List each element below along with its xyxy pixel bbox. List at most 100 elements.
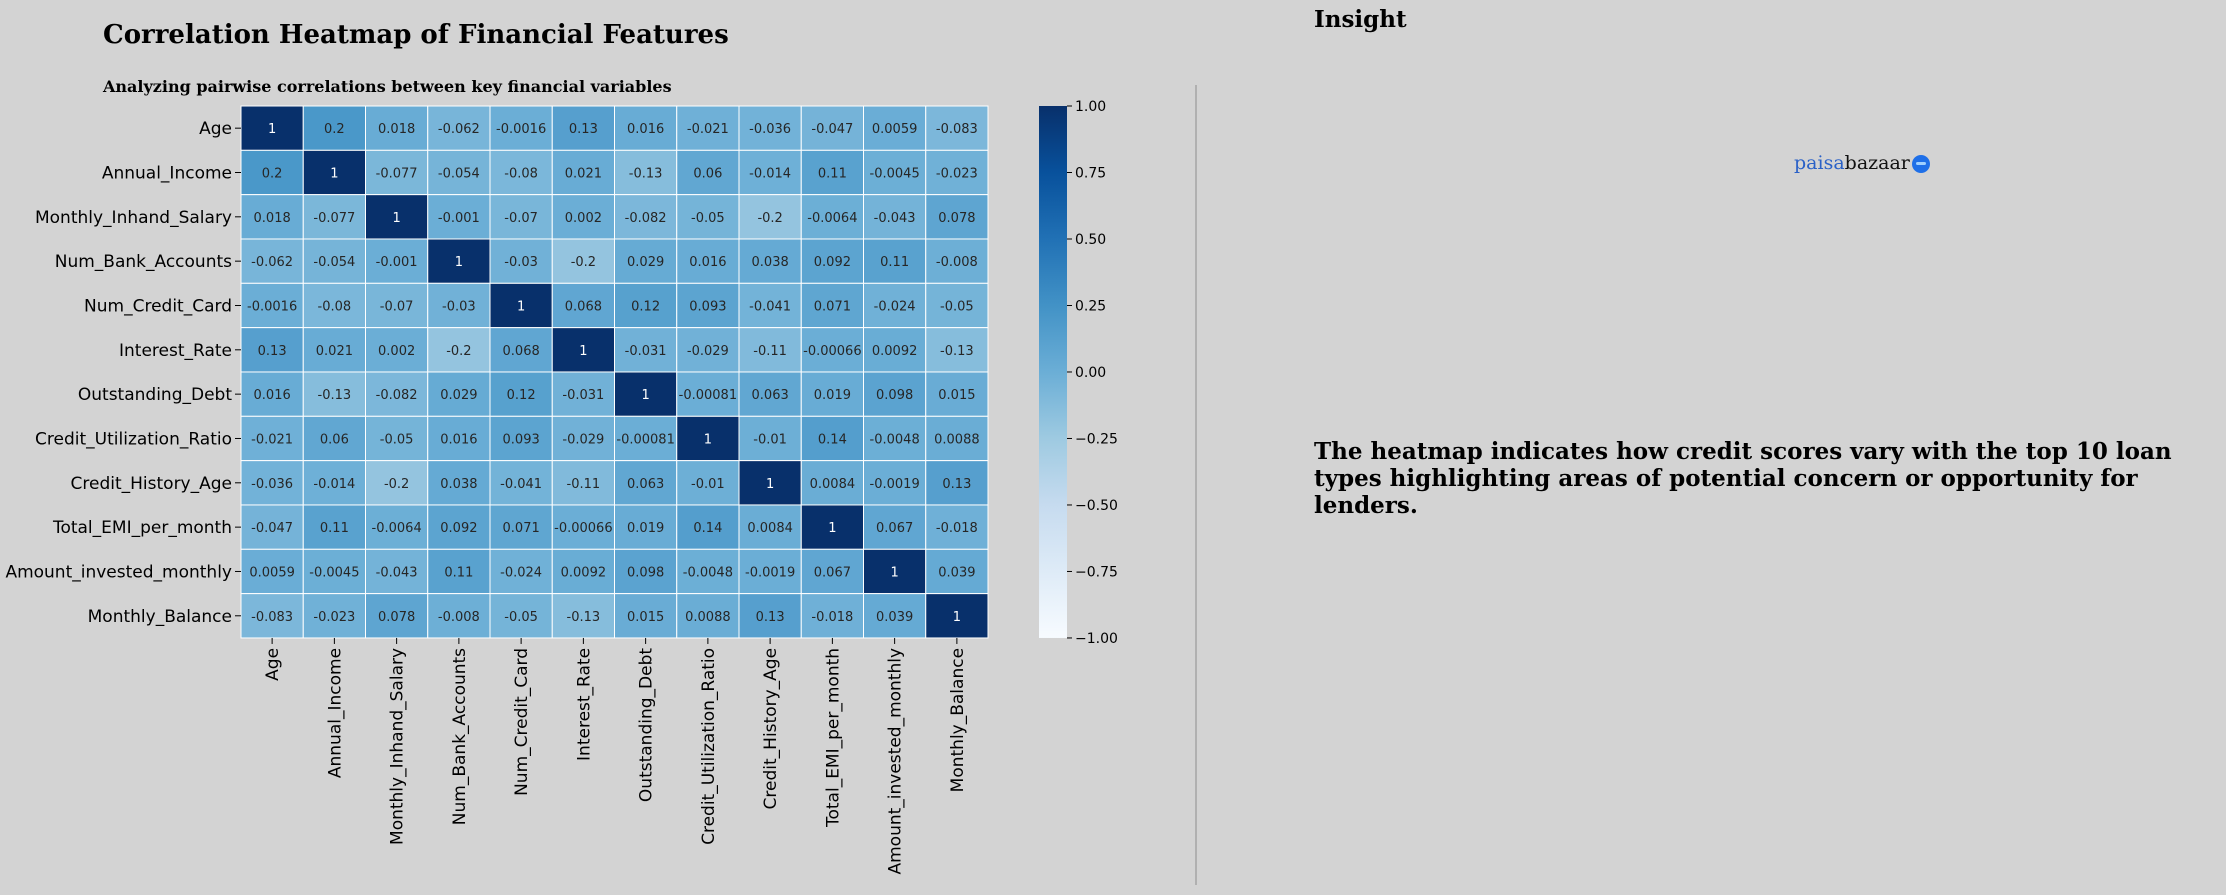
cell-label-8-6: 0.063 bbox=[627, 477, 664, 492]
heatmap-cell-7-7 bbox=[676, 415, 740, 462]
cell-label-6-4: 0.12 bbox=[507, 388, 536, 403]
cell-label-10-6: 0.098 bbox=[627, 565, 664, 580]
cell-label-10-3: 0.11 bbox=[444, 565, 473, 580]
heatmap-cell-4-3 bbox=[427, 282, 491, 329]
heatmap-cell-0-8 bbox=[738, 105, 802, 151]
cell-label-1-7: 0.06 bbox=[693, 166, 722, 181]
cell-label-10-10: 1 bbox=[890, 565, 898, 580]
heatmap-cell-11-0 bbox=[240, 593, 304, 639]
x-tick-label-5: Interest_Rate bbox=[574, 648, 594, 761]
cell-label-1-8: -0.014 bbox=[749, 166, 791, 181]
heatmap-cell-1-7 bbox=[676, 149, 740, 196]
heatmap-cell-1-10 bbox=[863, 149, 927, 196]
cell-label-5-9: -0.00066 bbox=[803, 344, 861, 359]
heatmap-cell-2-9 bbox=[800, 194, 864, 240]
cell-label-1-9: 0.11 bbox=[818, 166, 847, 181]
cell-label-1-2: -0.077 bbox=[376, 166, 418, 181]
cell-label-4-7: 0.093 bbox=[689, 299, 726, 314]
cell-label-11-11: 1 bbox=[953, 610, 961, 625]
cell-label-2-3: -0.001 bbox=[438, 211, 480, 226]
cell-label-3-2: -0.001 bbox=[376, 255, 418, 270]
heatmap-cell-10-6 bbox=[614, 548, 678, 595]
heatmap-cell-9-0 bbox=[240, 504, 304, 550]
x-tick-label-3: Num_Bank_Accounts bbox=[450, 648, 470, 825]
cell-label-0-8: -0.036 bbox=[749, 122, 791, 137]
cell-label-5-7: -0.029 bbox=[687, 344, 729, 359]
cell-label-3-6: 0.029 bbox=[627, 255, 664, 270]
heatmap-cell-1-1 bbox=[302, 149, 366, 196]
cell-label-3-8: 0.038 bbox=[752, 255, 789, 270]
cell-label-0-1: 0.2 bbox=[324, 122, 345, 137]
colorbar-tick-label-4: 0.00 bbox=[1075, 365, 1106, 381]
y-tick-label-11: Monthly_Balance bbox=[88, 607, 232, 627]
cell-label-7-0: -0.021 bbox=[251, 432, 293, 447]
cell-label-11-4: -0.05 bbox=[504, 610, 538, 625]
cell-label-6-2: -0.082 bbox=[376, 388, 418, 403]
cell-label-6-8: 0.063 bbox=[752, 388, 789, 403]
x-tick-label-7: Credit_Utilization_Ratio bbox=[699, 648, 719, 845]
heatmap-cell-3-11 bbox=[925, 238, 989, 284]
heatmap-cell-8-8 bbox=[738, 460, 802, 506]
heatmap-cell-8-5 bbox=[551, 460, 615, 506]
heatmap-cell-11-4 bbox=[489, 593, 553, 639]
heatmap-cell-8-4 bbox=[489, 460, 553, 506]
cell-label-8-10: -0.0019 bbox=[870, 477, 920, 492]
heatmap-cell-1-9 bbox=[800, 149, 864, 196]
heatmap-cell-4-10 bbox=[863, 282, 927, 329]
cell-label-3-5: -0.2 bbox=[571, 255, 596, 270]
cell-label-8-4: -0.041 bbox=[500, 477, 542, 492]
cell-label-5-10: 0.0092 bbox=[872, 344, 918, 359]
heatmap-cell-0-7 bbox=[676, 105, 740, 151]
heatmap-cell-6-6 bbox=[614, 371, 678, 417]
logo-badge-icon bbox=[1911, 155, 1930, 173]
heatmap-cell-7-10 bbox=[863, 415, 927, 462]
heatmap-cell-2-6 bbox=[614, 194, 678, 240]
heatmap-cell-0-0 bbox=[240, 105, 304, 151]
cell-label-9-8: 0.0084 bbox=[747, 521, 793, 536]
heatmap-cell-9-4 bbox=[489, 504, 553, 550]
cell-label-11-5: -0.13 bbox=[567, 610, 601, 625]
cell-label-7-8: -0.01 bbox=[753, 432, 787, 447]
cell-label-3-3: 1 bbox=[455, 255, 463, 270]
cell-label-9-6: 0.019 bbox=[627, 521, 664, 536]
cell-label-6-7: -0.00081 bbox=[679, 388, 737, 403]
insight-title: Insight bbox=[1314, 6, 1407, 33]
cell-label-7-1: 0.06 bbox=[320, 432, 349, 447]
cell-label-9-7: 0.14 bbox=[693, 521, 722, 536]
heatmap-cell-2-7 bbox=[676, 194, 740, 240]
cell-label-9-2: -0.0064 bbox=[372, 521, 422, 536]
cell-label-0-9: -0.047 bbox=[811, 122, 853, 137]
cell-label-7-10: -0.0048 bbox=[870, 432, 920, 447]
heatmap-cell-2-8 bbox=[738, 194, 802, 240]
cell-label-3-11: -0.008 bbox=[936, 255, 978, 270]
y-tick-label-3: Num_Bank_Accounts bbox=[55, 252, 232, 272]
cell-label-1-11: -0.023 bbox=[936, 166, 978, 181]
cell-label-2-8: -0.2 bbox=[757, 211, 782, 226]
heatmap-cell-10-8 bbox=[738, 548, 802, 595]
cell-label-10-5: 0.0092 bbox=[561, 565, 607, 580]
cell-label-6-1: -0.13 bbox=[318, 388, 352, 403]
cell-label-9-11: -0.018 bbox=[936, 521, 978, 536]
colorbar-tick-label-8: −1.00 bbox=[1075, 631, 1118, 647]
heatmap-cell-5-4 bbox=[489, 327, 553, 373]
cell-label-8-0: -0.036 bbox=[251, 477, 293, 492]
cell-label-11-1: -0.023 bbox=[313, 610, 355, 625]
heatmap-cell-3-10 bbox=[863, 238, 927, 284]
heatmap-cell-7-11 bbox=[925, 415, 989, 462]
heatmap-cell-5-6 bbox=[614, 327, 678, 373]
heatmap-cell-6-1 bbox=[302, 371, 366, 417]
heatmap-cell-0-11 bbox=[925, 105, 989, 151]
colorbar-tick-label-3: 0.25 bbox=[1075, 298, 1106, 314]
cell-label-4-1: -0.08 bbox=[318, 299, 352, 314]
cell-label-4-6: 0.12 bbox=[631, 299, 660, 314]
heatmap-cell-1-6 bbox=[614, 149, 678, 196]
correlation-heatmap: 1 0.2 0.018 -0.062 -0.0016 0.13 0.016 -0.021 -0.… bbox=[5, 99, 1118, 875]
cell-label-1-0: 0.2 bbox=[262, 166, 283, 181]
cell-label-7-7: 1 bbox=[704, 432, 712, 447]
heatmap-cell-5-0 bbox=[240, 327, 304, 373]
cell-label-10-9: 0.067 bbox=[814, 565, 851, 580]
cell-label-0-5: 0.13 bbox=[569, 122, 598, 137]
heatmap-cell-9-8 bbox=[738, 504, 802, 550]
cell-label-0-7: -0.021 bbox=[687, 122, 729, 137]
cell-label-9-5: -0.00066 bbox=[554, 521, 612, 536]
